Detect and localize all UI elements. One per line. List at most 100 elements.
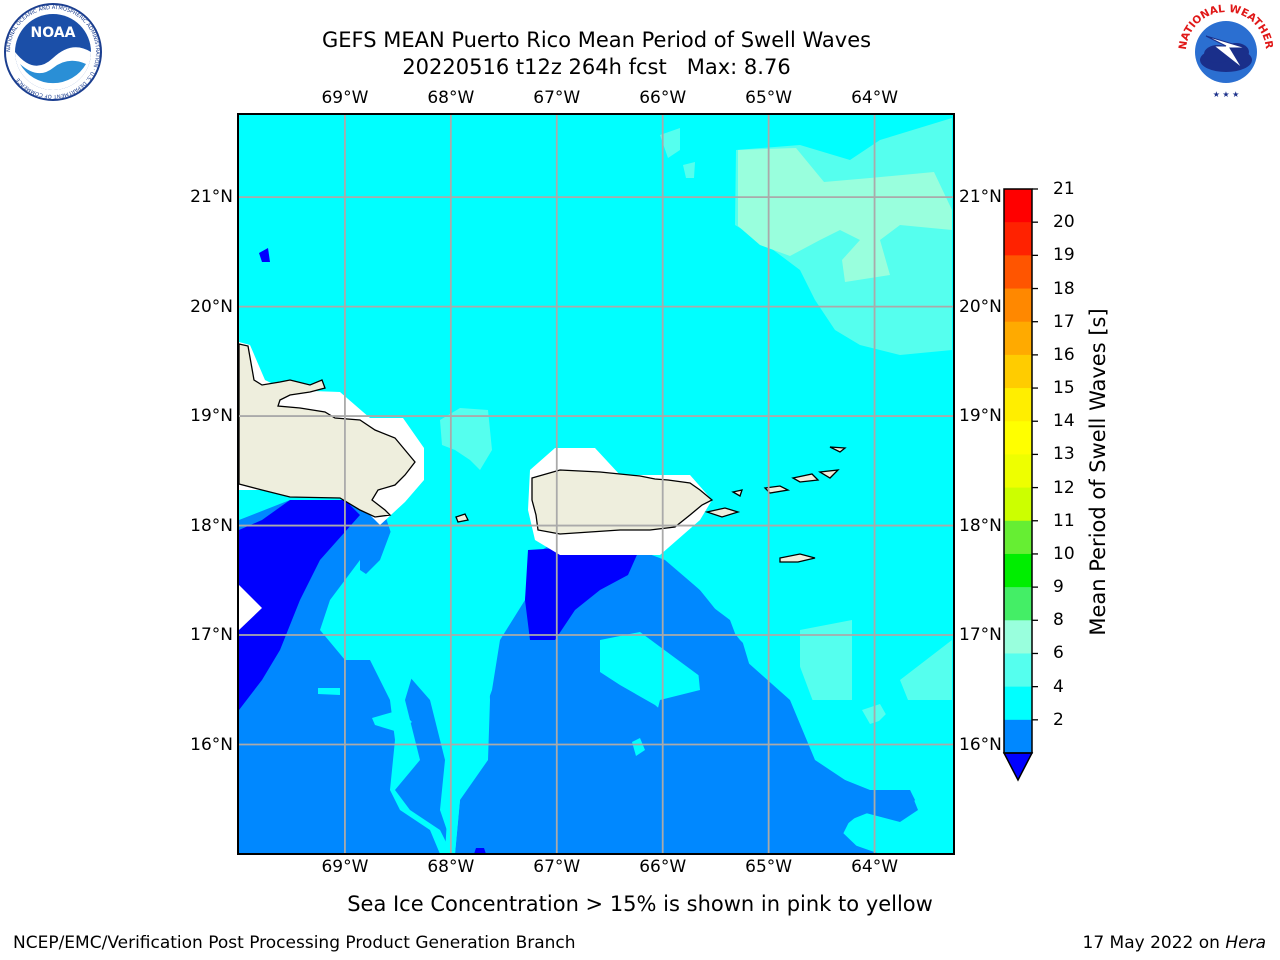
contour-8-9 [738, 148, 952, 282]
colorbar-frame [1003, 188, 1033, 754]
masked-area [239, 585, 262, 630]
colorbar-tick-label: 9 [1053, 577, 1064, 598]
credit-date: 17 May 2022 on Hera [1083, 932, 1267, 954]
land-masses [238, 342, 847, 630]
lon-label-bottom: 69°W [321, 857, 369, 877]
colorbar-cell [1004, 421, 1032, 455]
map-frame [237, 113, 955, 855]
colorbar-tick-label: 4 [1053, 676, 1064, 697]
lat-label-left: 17°N [190, 625, 233, 646]
colorbar-cell [1004, 620, 1032, 654]
colorbar-cell [1004, 487, 1032, 522]
colorbar-label: Mean Period of Swell Waves [s] [1086, 308, 1110, 636]
hispaniola [238, 343, 416, 518]
credit-date-text: 17 May 2022 on [1082, 933, 1220, 953]
sea-ice-note: Sea Ice Concentration > 15% is shown in … [347, 892, 933, 916]
credit-host: Hera [1225, 933, 1266, 953]
colorbar-tick-label: 21 [1053, 179, 1075, 199]
puerto-rico [531, 469, 714, 535]
colorbar-tick-label: 17 [1053, 311, 1075, 332]
contour-6-8 [683, 162, 695, 178]
colorbar-tick-label: 8 [1053, 610, 1064, 631]
lat-label-right: 21°N [959, 187, 1002, 208]
contour-lt2 [474, 848, 486, 854]
contour-lt2 [259, 248, 270, 262]
lon-label-top: 66°W [639, 88, 687, 108]
colorbar-cell [1004, 288, 1032, 323]
colorbar-cell [1004, 189, 1032, 223]
colorbar-tick-label: 18 [1053, 278, 1075, 299]
colorbar-tick-label: 14 [1053, 411, 1075, 432]
lon-label-top: 64°W [851, 88, 899, 108]
colorbar-tick-label: 6 [1053, 643, 1064, 664]
map-subtitle: 20220516 t12z 264h fcst Max: 8.76 [0, 54, 1193, 80]
lon-label-bottom: 66°W [639, 857, 687, 877]
colorbar-cells [1004, 189, 1032, 754]
colorbar-extend-arrow [1002, 752, 1034, 782]
contour-4-6 [445, 556, 530, 854]
swell-period-map [237, 113, 955, 855]
colorbar-cell [1004, 222, 1032, 256]
lon-label-top: 68°W [427, 88, 475, 108]
lat-label-right: 16°N [959, 734, 1002, 755]
contour-4-6 [632, 738, 645, 756]
contour-6-8 [900, 640, 952, 708]
contour-6-8 [660, 128, 680, 158]
virgin-gorda [818, 469, 840, 479]
map-title: GEFS MEAN Puerto Rico Mean Period of Swe… [321, 28, 872, 52]
st-croix [779, 553, 816, 563]
noaa-logo: NOAA NATIONAL OCEANIC AND ATMOSPHERIC AD… [4, 3, 102, 101]
colorbar [1002, 188, 1038, 782]
culebra [731, 489, 743, 497]
colorbar-tick-label: 20 [1053, 212, 1075, 233]
colorbar-cell [1004, 255, 1032, 290]
lat-label-left: 18°N [190, 515, 233, 536]
colorbar-cell [1004, 719, 1032, 754]
contour-lt2 [239, 500, 360, 710]
lat-label-right: 19°N [959, 406, 1002, 427]
contour-lt2 [525, 548, 640, 640]
lat-label-left: 20°N [190, 296, 233, 317]
lat-label-left: 21°N [190, 187, 233, 208]
lon-label-bottom: 67°W [533, 857, 581, 877]
lon-label-bottom: 65°W [745, 857, 793, 877]
colorbar-cell [1004, 553, 1032, 588]
noaa-wordmark: NOAA [31, 25, 76, 41]
lat-label-right: 18°N [959, 515, 1002, 536]
svg-text:★ ★ ★: ★ ★ ★ [1213, 90, 1240, 99]
colorbar-cell [1004, 686, 1032, 721]
contour-4-6 [372, 710, 412, 732]
lat-lon-gridlines [239, 115, 954, 854]
colorbar-tick-label: 13 [1053, 444, 1075, 465]
contour-4-6 [820, 700, 952, 854]
contour-4-6 [360, 520, 452, 854]
colorbar-cell [1004, 321, 1032, 356]
colorbar-tick-label: 12 [1053, 477, 1075, 498]
max-value: Max: 8.76 [686, 55, 791, 79]
colorbar-cell [1004, 388, 1032, 422]
lat-label-right: 17°N [959, 625, 1002, 646]
mona-island [455, 513, 469, 523]
colorbar-cell [1004, 653, 1032, 688]
lat-label-left: 16°N [190, 734, 233, 755]
forecast-date: 20220516 t12z 264h fcst [402, 55, 667, 79]
colorbar-tick-label: 15 [1053, 378, 1075, 399]
anegada [829, 446, 847, 453]
colorbar-cell [1004, 587, 1032, 621]
lat-label-left: 19°N [190, 406, 233, 427]
colorbar-tick-label: 19 [1053, 245, 1075, 266]
colorbar-cell [1004, 454, 1032, 489]
lon-label-top: 67°W [533, 88, 581, 108]
tortola [791, 473, 820, 483]
colorbar-tick-label: 10 [1053, 543, 1075, 564]
contour-4-6 [318, 688, 340, 695]
colorbar-cell [1004, 354, 1032, 389]
credit-branch: NCEP/EMC/Verification Post Processing Pr… [13, 933, 576, 953]
lon-label-top: 69°W [321, 88, 369, 108]
colorbar-tick-label: 16 [1053, 344, 1075, 365]
nws-logo: NATIONAL WEATHER SERVICE ★ ★ ★ [1176, 2, 1275, 99]
colorbar-tick-label: 2 [1053, 709, 1064, 730]
contour-6-8 [800, 620, 852, 700]
lon-label-bottom: 64°W [851, 857, 899, 877]
colorbar-cell [1004, 520, 1032, 555]
